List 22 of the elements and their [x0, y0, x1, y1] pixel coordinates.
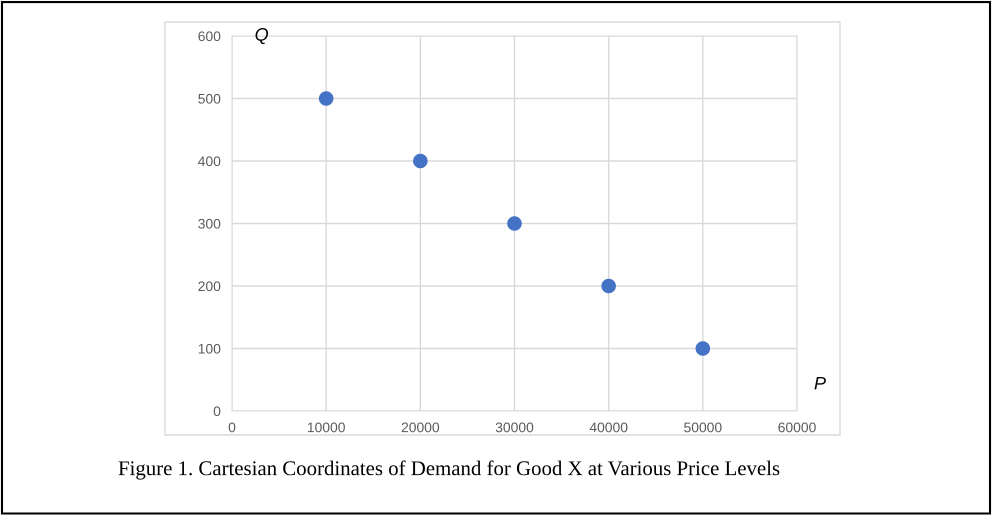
x-axis-title: P [814, 376, 826, 390]
y-tick-label: 400 [198, 156, 220, 166]
y-tick-label: 100 [198, 344, 220, 354]
x-tick-label: 20000 [402, 422, 440, 432]
x-tick-label: 10000 [308, 422, 345, 432]
y-tick-label: 0 [214, 406, 220, 416]
x-tick-label: 40000 [590, 422, 628, 432]
point [318, 91, 334, 106]
point [696, 341, 710, 356]
x-tick-label: 30000 [496, 422, 534, 432]
point [413, 154, 428, 168]
y-tick-label: 600 [198, 31, 220, 42]
point [601, 278, 616, 294]
y-tick-label: 500 [198, 94, 220, 104]
y-axis-title: Q [255, 28, 268, 44]
caption: Figure 1. Cartesian Coordinates of Demand for Good X at Various Price Levels [118, 460, 780, 480]
y-tick-label: 200 [198, 281, 220, 292]
point [507, 216, 522, 231]
x-tick-label: 50000 [684, 422, 722, 432]
x-tick-label: 0 [228, 422, 236, 432]
x-tick-label: 60000 [778, 422, 816, 432]
y-tick-label: 300 [198, 218, 220, 229]
